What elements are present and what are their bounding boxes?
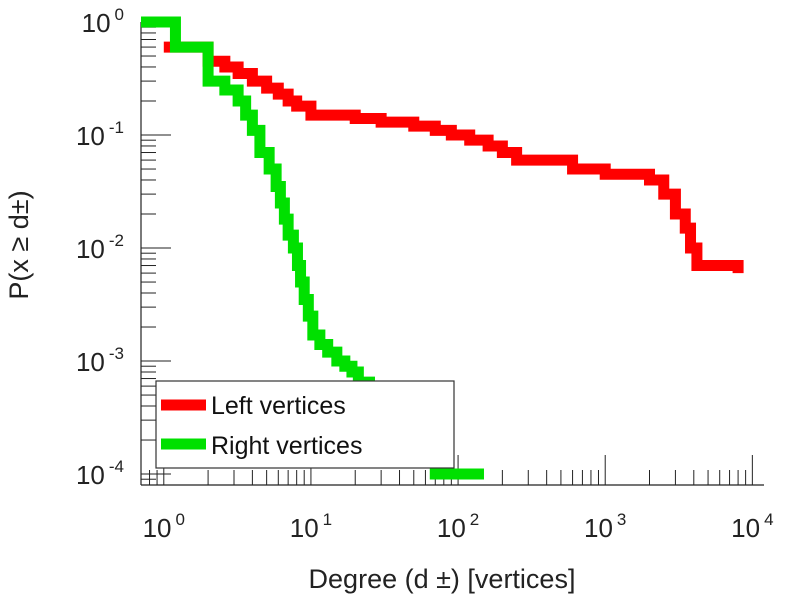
y-tick-label: 10 -3 (76, 344, 124, 377)
tick-labels: 10 0 10 1 10 2 10 3 10 4 10 0 10 -1 10 -2 10 -3 10 -4 (76, 5, 774, 543)
x-tick-label: 10 0 (143, 510, 185, 543)
x-tick-label: 10 2 (437, 510, 479, 543)
y-tick-label: 10 -1 (76, 118, 124, 151)
x-tick-label: 10 4 (731, 510, 773, 543)
legend-label-left-vertices: Left vertices (211, 392, 346, 420)
series-line-left-vertices (163, 41, 744, 274)
legend-box (155, 380, 455, 469)
x-tick-label: 10 1 (290, 510, 332, 543)
legend: Left vertices Right vertices (155, 380, 455, 469)
series-line-right-vertices (141, 16, 484, 480)
y-tick-label: 10 0 (82, 5, 124, 38)
x-tick-label: 10 3 (584, 510, 626, 543)
legend-label-right-vertices: Right vertices (211, 432, 362, 460)
x-axis-title: Degree (d ±) [vertices] (309, 564, 576, 594)
data-series (141, 16, 744, 480)
y-tick-label: 10 -2 (76, 231, 124, 264)
y-tick-label: 10 -4 (76, 457, 124, 490)
y-axis-title: P(x ≥ d±) (4, 190, 34, 299)
